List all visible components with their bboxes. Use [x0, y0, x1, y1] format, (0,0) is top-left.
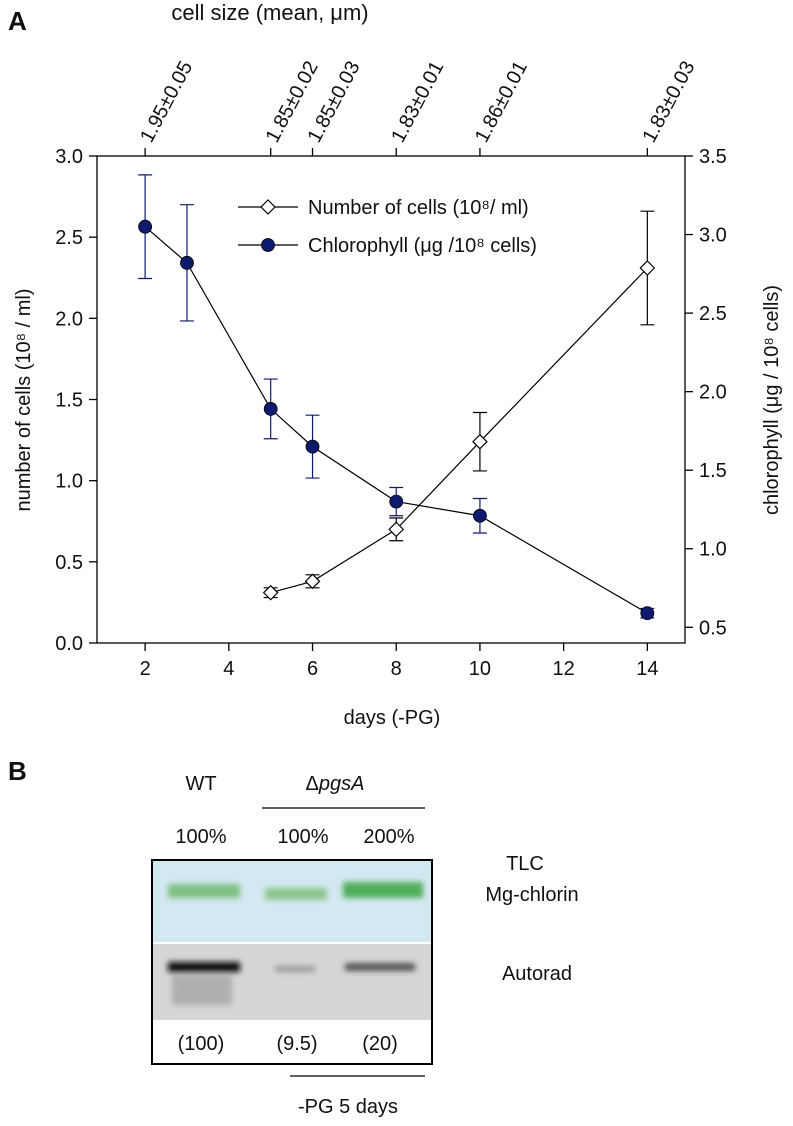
tlc-plate [152, 860, 432, 942]
data-point [388, 521, 405, 538]
y-tick-label: 2.5 [55, 227, 83, 249]
series-line [270, 267, 648, 594]
autorad-band [275, 966, 315, 972]
count: (9.5) [276, 1033, 317, 1055]
count: (20) [362, 1033, 398, 1055]
count: (100) [178, 1033, 225, 1055]
delta: Δ [306, 773, 319, 795]
x-tick-label: 10 [469, 658, 491, 680]
y-tick-label: 1.0 [55, 471, 83, 493]
y2-tick-label: 1.0 [699, 539, 727, 561]
data-point [472, 433, 488, 450]
x-tick-label: 2 [140, 658, 151, 680]
lane-group-label: WT [185, 773, 216, 795]
plot-frame [96, 155, 686, 644]
y-tick-label: 2.0 [55, 308, 83, 330]
row-label: Mg-chlorin [485, 884, 578, 906]
blot-frame [151, 859, 433, 1065]
y-axis-title: number of cells (10⁸ / ml) [13, 289, 35, 512]
y2-tick-label: 1.5 [699, 460, 727, 482]
tlc-band [265, 888, 327, 900]
data-point [304, 573, 321, 590]
legend-label: Number of cells (10⁸/ ml) [308, 197, 529, 219]
top-tick-label: 1.95±0.05 [136, 58, 197, 147]
x-tick-label: 8 [391, 658, 402, 680]
loading: 100% [175, 826, 226, 848]
loading: 200% [363, 826, 414, 848]
top-tick-label: 1.86±0.01 [471, 58, 532, 147]
data-point [639, 260, 656, 276]
data-point [389, 494, 404, 509]
autorad-band [168, 962, 240, 972]
y-tick-label: 1.5 [55, 390, 83, 412]
tlc-band [343, 882, 423, 898]
y2-tick-label: 3.5 [699, 146, 727, 168]
x-tick-label: 6 [307, 658, 318, 680]
legend-marker [261, 238, 275, 252]
y2-tick-label: 2.0 [699, 382, 727, 404]
gene: pgsA [318, 773, 365, 795]
y2-tick-label: 0.5 [699, 617, 727, 639]
top-tick-label: 1.83±0.03 [638, 58, 699, 147]
y2-axis-title: chlorophyll (μg / 10⁸ cells) [761, 285, 783, 515]
tlc-band [168, 884, 240, 898]
data-point [263, 402, 278, 416]
data-point [640, 606, 655, 621]
top-tick-label: 1.83±0.01 [387, 58, 448, 147]
y-tick-label: 0.0 [55, 633, 83, 655]
y-tick-label: 0.5 [55, 552, 83, 574]
panel-label: B [8, 756, 27, 786]
loading: 100% [277, 826, 328, 848]
row-label: Autorad [502, 963, 572, 985]
data-point [180, 255, 194, 270]
panel-label: A [8, 6, 27, 36]
x-axis-title: days (-PG) [344, 707, 441, 729]
y2-tick-label: 3.0 [699, 225, 727, 247]
series-line [144, 226, 648, 614]
legend-label: Chlorophyll (μg /10⁸ cells) [308, 235, 537, 257]
top-axis-title: cell size (mean, μm) [171, 0, 368, 25]
data-point [473, 508, 487, 523]
data-point [138, 219, 153, 234]
data-point [305, 439, 320, 454]
x-tick-label: 12 [553, 658, 575, 680]
row-label: TLC [506, 853, 544, 875]
y2-tick-label: 2.5 [699, 303, 727, 325]
x-tick-label: 14 [636, 658, 658, 680]
autorad-band [345, 963, 415, 971]
lane-group-label: ΔpgsA [306, 773, 365, 795]
autorad-smear [172, 975, 232, 1005]
y-tick-label: 3.0 [55, 146, 83, 168]
treatment-label: -PG 5 days [298, 1096, 398, 1118]
x-tick-label: 4 [223, 658, 234, 680]
data-point [262, 584, 279, 601]
legend-marker [260, 199, 276, 215]
